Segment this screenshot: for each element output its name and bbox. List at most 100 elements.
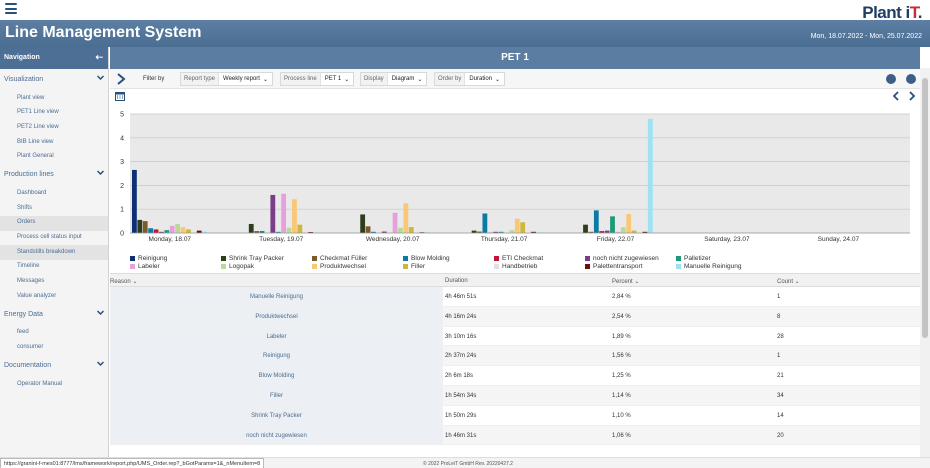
process-line-label: Process line: [281, 73, 321, 85]
sidebar-item-messages[interactable]: Messages: [17, 278, 45, 285]
refresh-icon[interactable]: [906, 74, 916, 84]
reason-cell[interactable]: Reinigung: [110, 346, 443, 366]
next-icon[interactable]: [908, 91, 916, 101]
table-row[interactable]: Labeler 3h 10m 16s 1,89 % 28: [110, 326, 920, 347]
sidebar-item-operator-manual[interactable]: Operator Manual: [17, 380, 63, 387]
bar: [248, 223, 254, 233]
legend-item[interactable]: Blow Molding: [403, 255, 450, 262]
chevron-down-icon[interactable]: [97, 360, 104, 367]
legend-item[interactable]: Labeler: [130, 263, 160, 270]
sidebar-item-value-analyzer[interactable]: Value analyzer: [17, 292, 57, 299]
reason-cell[interactable]: Labeler: [110, 326, 443, 346]
table-row[interactable]: Manuelle Reinigung 4h 46m 51s 2,84 % 1: [110, 287, 920, 307]
legend-label: Handbetrieb: [502, 263, 538, 270]
sidebar-item-consumer[interactable]: consumer: [17, 344, 44, 351]
sidebar-item-timeline[interactable]: Timeline: [17, 263, 40, 270]
bar: [398, 227, 403, 233]
display-select[interactable]: Display Diagram ⌄: [360, 72, 428, 86]
sidebar-section-energy-data[interactable]: Energy Data: [0, 304, 108, 326]
previous-icon[interactable]: [892, 91, 900, 101]
sidebar-item-shifts[interactable]: Shifts: [17, 204, 33, 211]
sidebar-item-pet1-line-view[interactable]: PET1 Line view: [17, 109, 59, 116]
bar: [514, 218, 520, 233]
legend-item[interactable]: Shrink Tray Packer: [221, 255, 284, 262]
legend-item[interactable]: noch nicht zugewiesen: [585, 255, 659, 262]
legend-swatch: [130, 256, 135, 261]
chart-legend: Reinigung Shrink Tray Packer Checkmat Füll…: [130, 255, 920, 275]
sidebar-section-production-lines[interactable]: Production lines: [0, 164, 108, 186]
count-cell: 1: [777, 353, 781, 360]
x-tick-label: Tuesday, 19.07: [259, 236, 303, 243]
table-row[interactable]: noch nicht zugewiesen 1h 46m 31s 1,06 % 20: [110, 425, 920, 446]
bar: [270, 194, 276, 233]
confirm-icon[interactable]: [886, 74, 896, 84]
bar: [186, 229, 191, 233]
legend-item[interactable]: Reinigung: [130, 255, 167, 262]
bar: [281, 193, 287, 233]
bar: [164, 230, 170, 233]
duration-header[interactable]: Duration: [445, 278, 468, 284]
reason-cell[interactable]: noch nicht zugewiesen: [110, 425, 443, 445]
collapse-sidebar-icon[interactable]: ⇠: [95, 52, 103, 62]
reason-cell[interactable]: Manuelle Reinigung: [110, 287, 443, 306]
sidebar-item-standstills-breakdown[interactable]: Standstills breakdown: [0, 245, 108, 260]
sidebar-item-dashboard[interactable]: Dashboard: [17, 189, 47, 196]
sidebar-item-process-cell-status-input[interactable]: Process cell status input: [17, 234, 82, 240]
legend-label: Shrink Tray Packer: [229, 255, 284, 262]
legend-item[interactable]: Produktwechsel: [312, 263, 366, 270]
table-row[interactable]: Blow Molding 2h 6m 18s 1,25 % 21: [110, 366, 920, 386]
x-tick-label: Sunday, 24.07: [818, 236, 860, 243]
reason-cell[interactable]: Filler: [110, 385, 443, 405]
legend-item[interactable]: Filler: [403, 263, 425, 270]
legend-swatch: [403, 264, 408, 269]
sidebar-item-orders[interactable]: Orders: [0, 215, 108, 231]
bar: [381, 231, 387, 233]
duration-cell: 2h 37m 24s: [445, 353, 477, 360]
table-row[interactable]: Shrink Tray Packer 1h 50m 29s 1,10 % 14: [110, 405, 920, 426]
calendar-icon[interactable]: [115, 91, 125, 101]
legend-item[interactable]: Logopak: [221, 263, 254, 270]
status-bar: https://granini-f-mes01:8777/lms/framewo…: [0, 457, 930, 468]
chevron-down-icon[interactable]: [97, 74, 104, 81]
scrollbar-thumb[interactable]: [922, 78, 928, 338]
sidebar-item-pet2-line-view[interactable]: PET2 Line view: [17, 123, 59, 130]
reason-cell[interactable]: Produktwechsel: [110, 306, 443, 326]
app-title: Line Management System: [5, 24, 202, 41]
order-by-label: Order by: [435, 73, 466, 85]
reason-header[interactable]: Reason ⌄: [110, 279, 138, 285]
bar: [180, 227, 186, 233]
sidebar-section-documentation[interactable]: Documentation: [0, 355, 108, 377]
sidebar-item-feed[interactable]: feed: [17, 329, 29, 336]
table-row[interactable]: Filler 1h 54m 34s 1,14 % 34: [110, 385, 920, 406]
legend-swatch: [221, 264, 226, 269]
legend-item[interactable]: Handbetrieb: [494, 263, 537, 270]
process-line-select[interactable]: Process line PET 1 ⌄: [280, 72, 355, 86]
bar: [588, 231, 594, 233]
bar: [254, 231, 260, 233]
scrollbar[interactable]: [920, 68, 930, 457]
legend-item[interactable]: Manuelle Reinigung: [676, 263, 741, 270]
chevron-right-icon[interactable]: [116, 73, 126, 85]
reason-cell[interactable]: Shrink Tray Packer: [110, 405, 443, 425]
chevron-down-icon[interactable]: [97, 309, 104, 316]
legend-item[interactable]: Palettentransport: [585, 263, 643, 270]
legend-swatch: [585, 264, 590, 269]
table-row[interactable]: Produktwechsel 4h 16m 24s 2,54 % 8: [110, 306, 920, 327]
reason-cell[interactable]: Blow Molding: [110, 366, 443, 385]
count-header[interactable]: Count ⌄: [777, 279, 800, 285]
menu-icon[interactable]: [5, 3, 17, 14]
chevron-down-icon[interactable]: [97, 169, 104, 176]
legend-swatch: [312, 264, 317, 269]
table-row[interactable]: Reinigung 2h 37m 24s 1,56 % 1: [110, 346, 920, 367]
percent-header[interactable]: Percent ⌄: [612, 279, 640, 285]
sidebar-item-plant-general[interactable]: Plant General: [17, 153, 54, 160]
sidebar-item-bib-line-view[interactable]: BIB Line view: [17, 138, 54, 145]
bar: [196, 230, 202, 233]
order-by-select[interactable]: Order by Duration ⌄: [434, 72, 506, 86]
sidebar-section-visualization[interactable]: Visualization: [0, 69, 108, 91]
legend-item[interactable]: ETI Checkmat: [494, 255, 543, 262]
legend-item[interactable]: Palletizer: [676, 255, 711, 262]
report-type-select[interactable]: Report type Weekly report ⌄: [180, 72, 273, 86]
legend-item[interactable]: Checkmat Füller: [312, 255, 367, 262]
sidebar-item-plant-view[interactable]: Plant view: [17, 94, 45, 101]
